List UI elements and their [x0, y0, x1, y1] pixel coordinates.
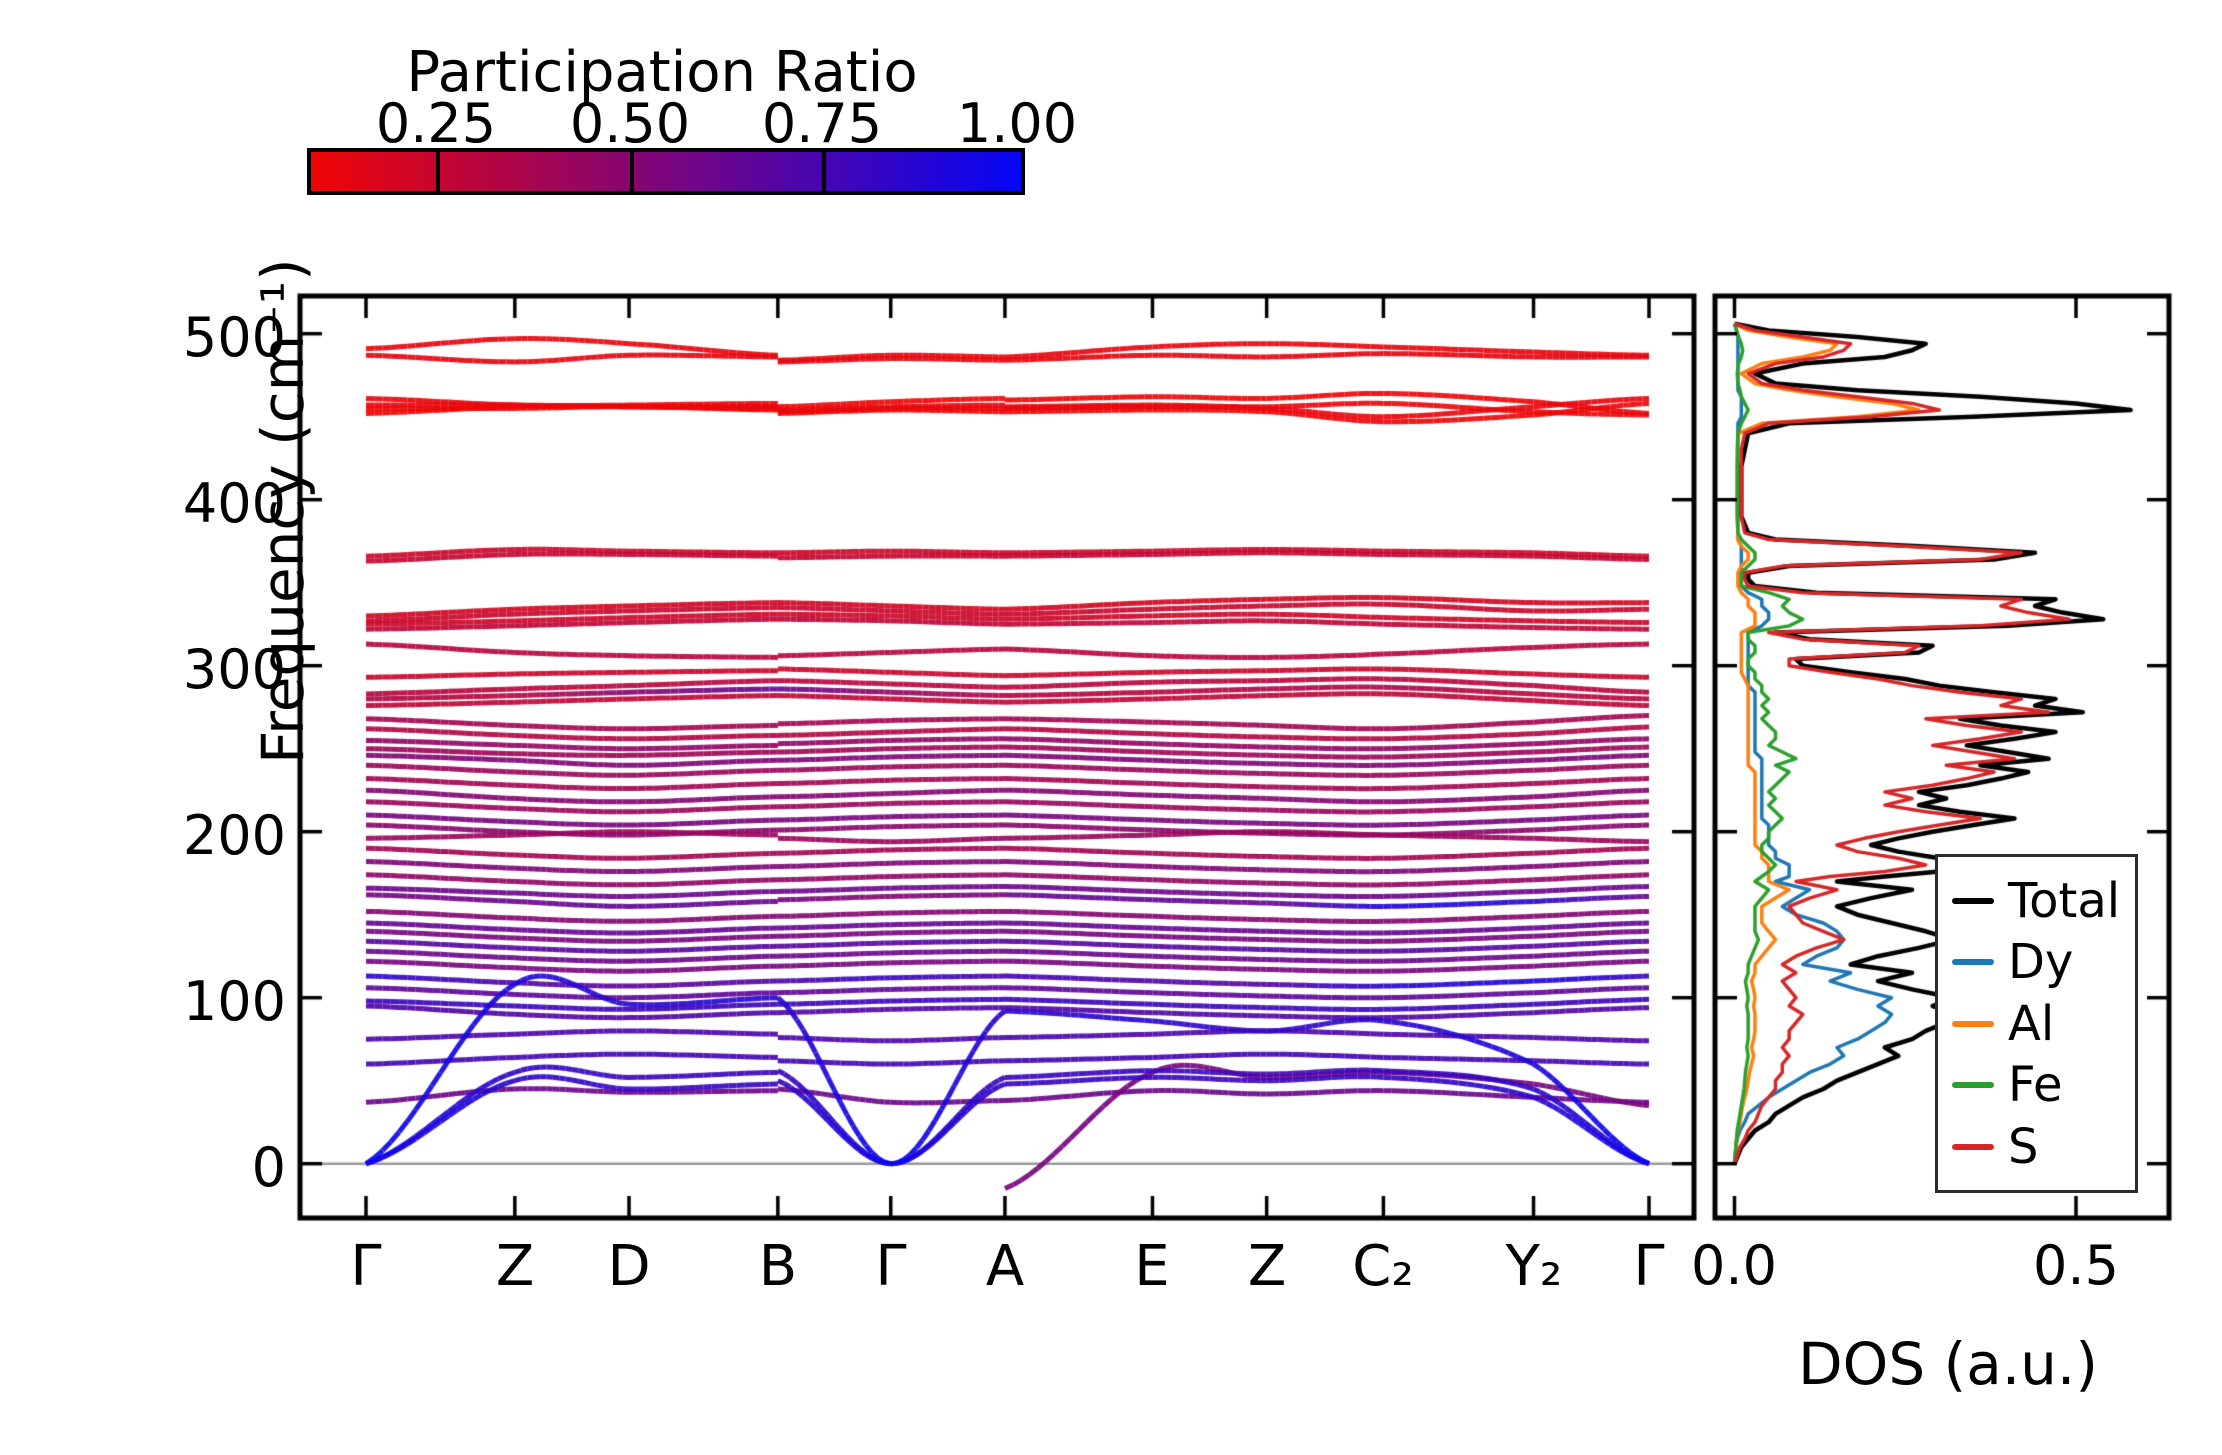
- ytick-300: 300: [182, 638, 286, 701]
- kpoint-gamma-1: Γ: [350, 1234, 382, 1299]
- kpoint-z-1: Z: [495, 1234, 535, 1299]
- legend-label-total: Total: [2008, 872, 2121, 929]
- legend-line-fe: [1952, 1082, 1994, 1088]
- legend-line-total: [1952, 897, 1994, 904]
- participation-ratio-colorbar: [307, 148, 1025, 195]
- kpoint-a: A: [985, 1234, 1025, 1299]
- legend-line-s: [1952, 1143, 1994, 1150]
- legend-label-dy: Dy: [2008, 934, 2074, 990]
- ytick-0: 0: [251, 1136, 286, 1199]
- ytick-100: 100: [182, 970, 286, 1033]
- colorbar-title: Participation Ratio: [406, 40, 918, 105]
- kpoint-b: B: [758, 1234, 798, 1299]
- kpoint-gamma-2: Γ: [875, 1234, 907, 1299]
- dos-tick-05: 0.5: [2033, 1234, 2119, 1297]
- colorbar-tick-075: 0.75: [761, 92, 883, 155]
- legend-line-al: [1952, 1020, 1994, 1027]
- legend-line-dy: [1952, 959, 1994, 965]
- kpoint-y2: Y₂: [1505, 1234, 1563, 1299]
- ytick-500: 500: [182, 306, 286, 369]
- legend-label-al: Al: [2008, 995, 2055, 1052]
- dos-tick-00: 0.0: [1691, 1234, 1777, 1297]
- colorbar-mark-075: [822, 152, 826, 191]
- legend-label-fe: Fe: [2008, 1057, 2063, 1113]
- kpoint-gamma-3: Γ: [1633, 1234, 1665, 1299]
- kpoint-d: D: [607, 1234, 651, 1299]
- colorbar-tick-025: 0.25: [375, 92, 497, 155]
- legend-item-total: Total: [1938, 877, 2135, 925]
- dos-legend: Total Dy Al Fe S: [1935, 854, 2138, 1193]
- kpoint-c2: C₂: [1352, 1234, 1414, 1299]
- colorbar-tick-050: 0.50: [569, 92, 691, 155]
- colorbar-mark-050: [630, 152, 634, 191]
- kpoint-z-2: Z: [1247, 1234, 1287, 1299]
- legend-item-fe: Fe: [1938, 1061, 2135, 1109]
- ytick-400: 400: [182, 472, 286, 535]
- ytick-200: 200: [182, 804, 286, 867]
- colorbar-mark-025: [436, 152, 440, 191]
- legend-item-al: Al: [1938, 1000, 2135, 1048]
- legend-label-s: S: [2008, 1118, 2039, 1175]
- colorbar-tick-100: 1.00: [956, 92, 1078, 155]
- dos-axis-label: DOS (a.u.): [1798, 1330, 2098, 1398]
- legend-item-dy: Dy: [1938, 938, 2135, 986]
- legend-item-s: S: [1938, 1123, 2135, 1171]
- kpoint-e: E: [1134, 1234, 1170, 1299]
